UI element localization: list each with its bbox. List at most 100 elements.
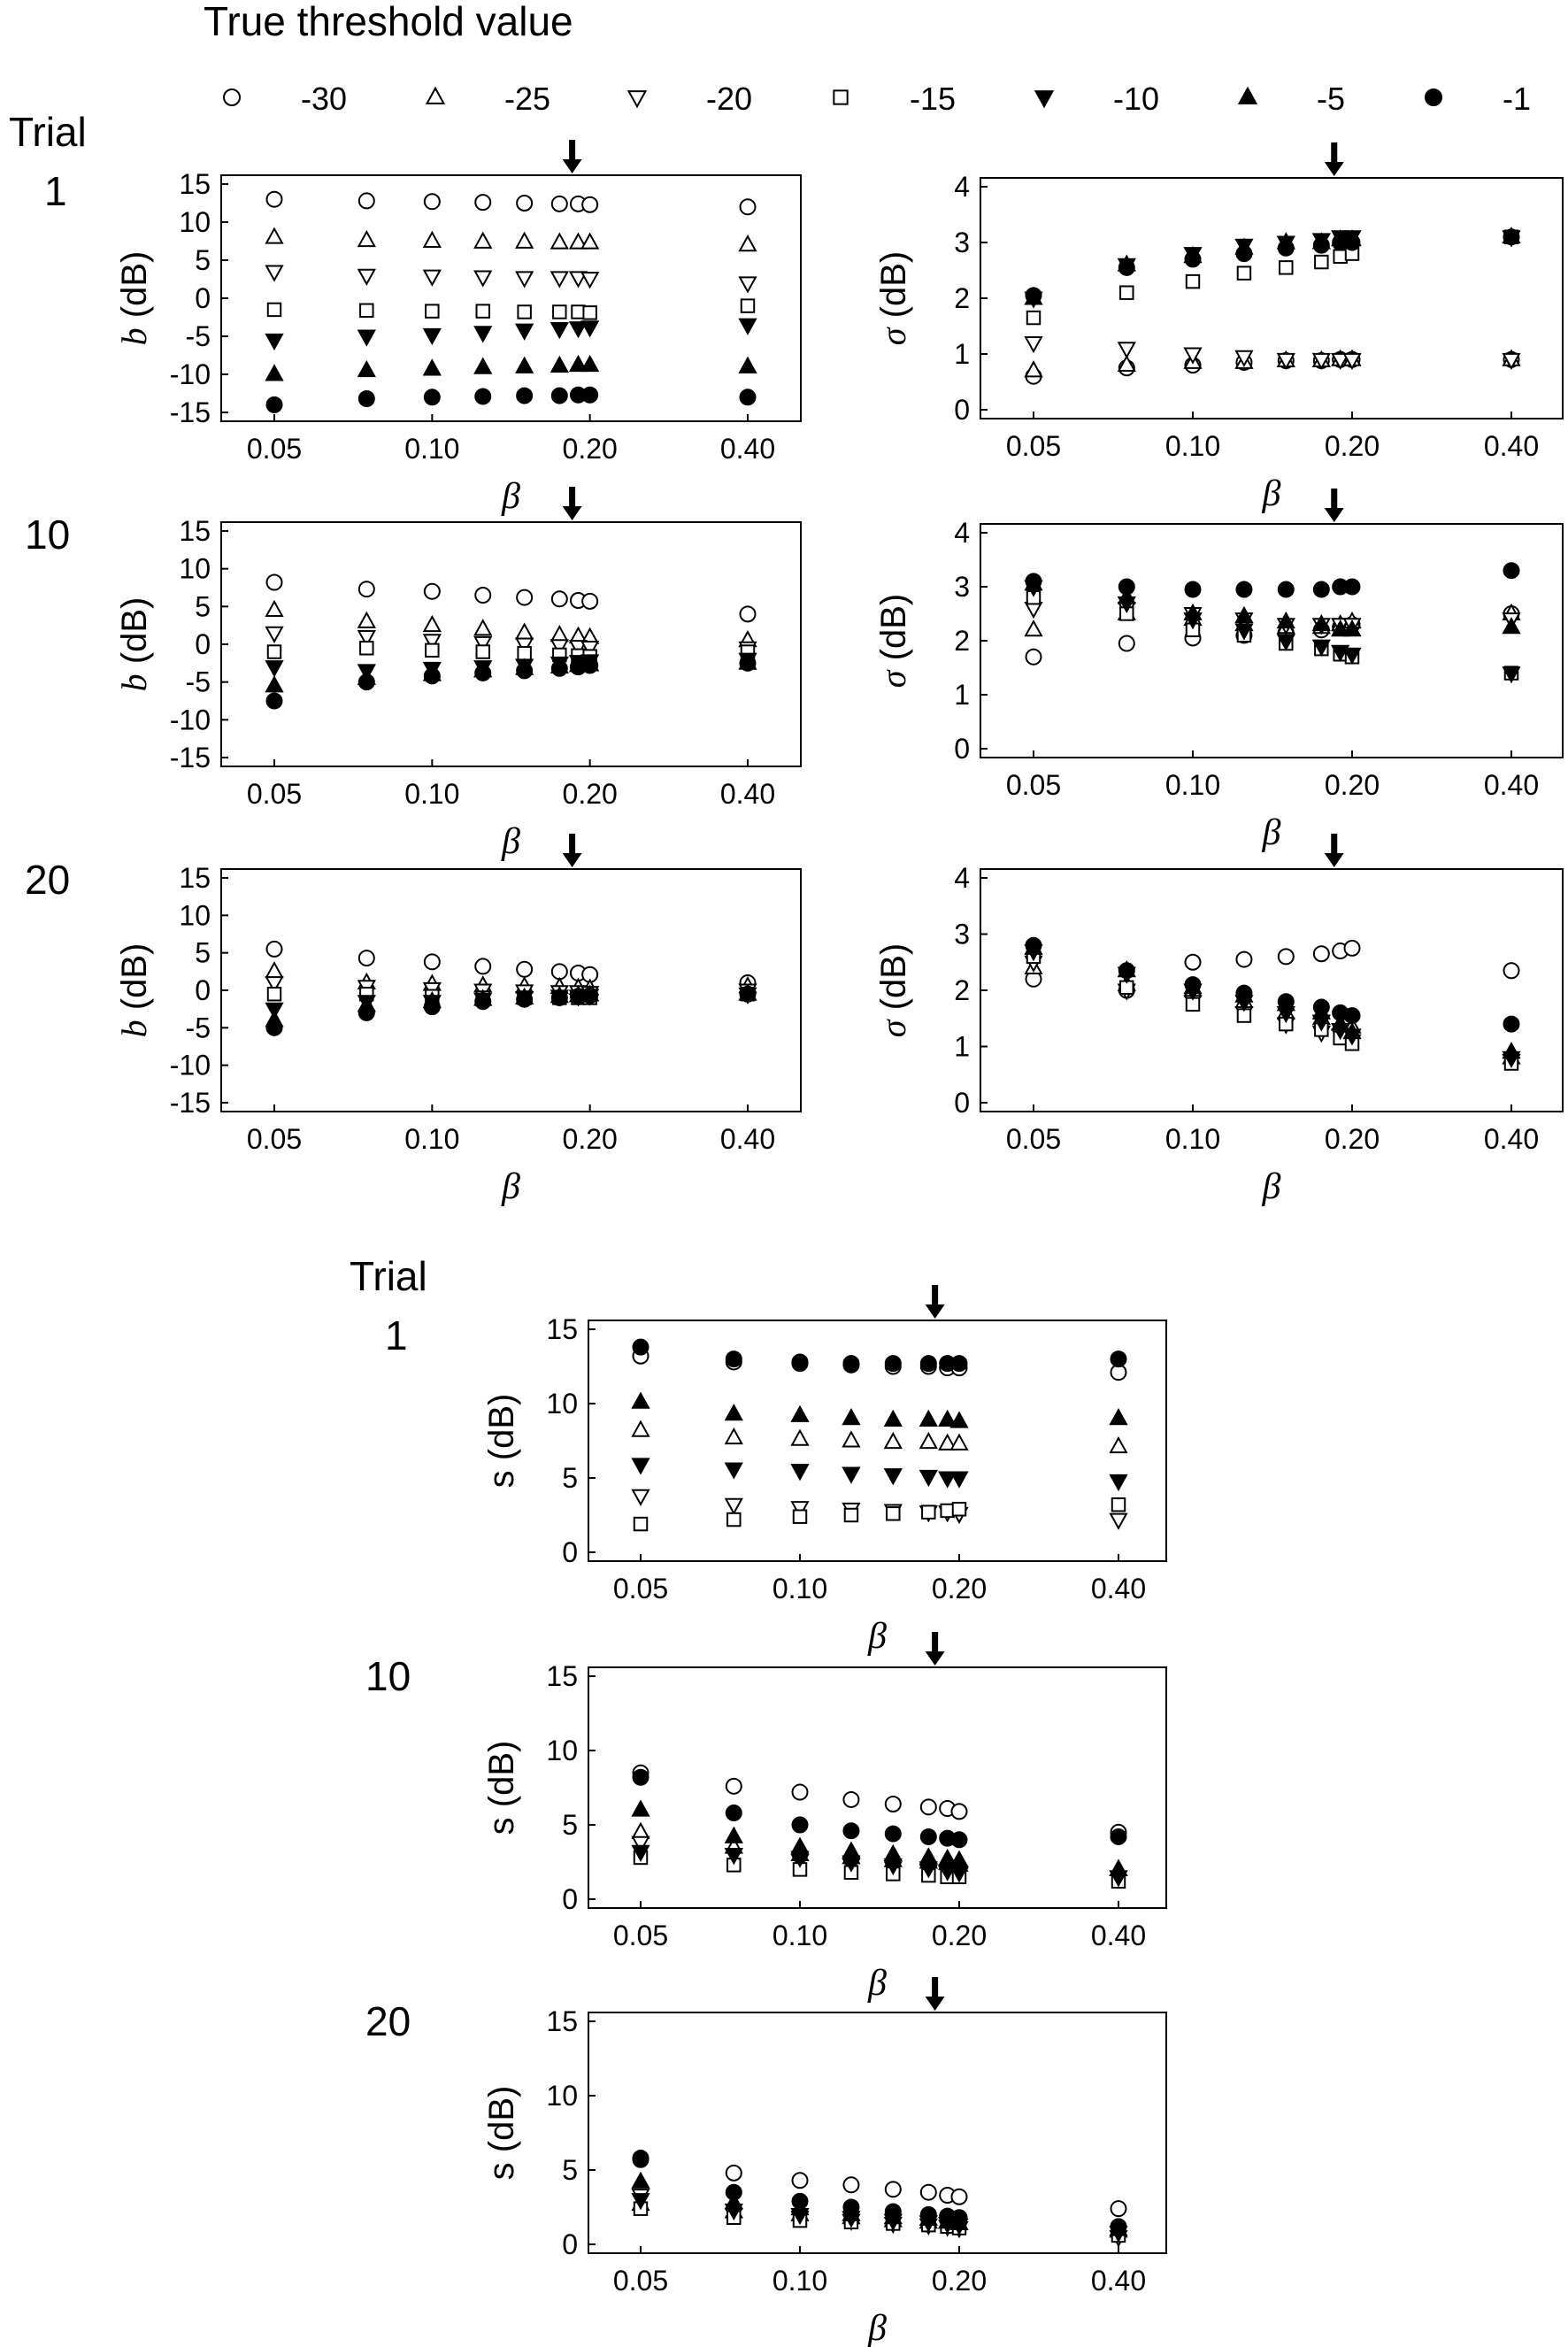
data-point bbox=[1234, 623, 1254, 641]
data-point bbox=[884, 1355, 902, 1373]
data-point bbox=[791, 2192, 809, 2210]
panel-sigma-trial-10: 4 3 2 1 0 0.05 0.10 0.20 0.40 β σ (dB) bbox=[873, 489, 1564, 853]
data-point bbox=[1235, 950, 1253, 968]
series--5 bbox=[631, 1391, 1128, 1428]
data-point bbox=[550, 963, 568, 981]
data-point bbox=[631, 2193, 650, 2211]
data-point bbox=[265, 190, 283, 208]
series--25 bbox=[265, 227, 757, 252]
data-point bbox=[550, 195, 568, 212]
data-point bbox=[423, 998, 441, 1016]
data-point bbox=[265, 599, 284, 618]
data-point bbox=[1236, 265, 1252, 281]
y-tick-label: 1 bbox=[954, 679, 970, 711]
data-point bbox=[1343, 578, 1361, 596]
series--20 bbox=[1024, 335, 1521, 371]
y-tick-label: -10 bbox=[170, 704, 211, 735]
series--25 bbox=[631, 1420, 1128, 1454]
y-tick-label: 4 bbox=[954, 862, 970, 894]
y-tick-label: 5 bbox=[562, 2154, 578, 2186]
y-tick-label: 10 bbox=[179, 206, 211, 238]
data-point bbox=[884, 1825, 902, 1843]
y-tick-label: 4 bbox=[954, 517, 970, 549]
data-point bbox=[517, 304, 532, 319]
data-point bbox=[631, 1844, 650, 1862]
data-point bbox=[842, 1430, 861, 1448]
y-tick-label: 1 bbox=[954, 1031, 970, 1063]
data-point bbox=[1312, 236, 1330, 254]
x-tick-label: 0.10 bbox=[772, 2265, 827, 2297]
data-point bbox=[516, 990, 534, 1008]
series--10 bbox=[265, 318, 757, 351]
data-point bbox=[1342, 647, 1362, 666]
y-tick-label: -5 bbox=[186, 1012, 211, 1043]
data-point bbox=[422, 358, 442, 376]
data-point bbox=[357, 229, 376, 248]
data-point bbox=[1183, 347, 1203, 365]
y-tick-label: 3 bbox=[954, 571, 970, 603]
data-point bbox=[423, 193, 441, 211]
data-point bbox=[842, 2176, 860, 2194]
data-point bbox=[516, 589, 534, 606]
beta-arrow-icon bbox=[1324, 834, 1344, 867]
data-point bbox=[1024, 335, 1043, 354]
data-point bbox=[1277, 993, 1295, 1011]
data-point bbox=[1277, 239, 1295, 257]
data-point bbox=[474, 664, 492, 681]
data-point bbox=[739, 985, 757, 1003]
y-tick-label: 0 bbox=[195, 628, 211, 660]
data-point bbox=[949, 1433, 969, 1451]
x-tick-label: 0.20 bbox=[1325, 769, 1380, 801]
x-tick-label: 0.05 bbox=[247, 433, 302, 465]
panel-sigma-trial-20: 4 3 2 1 0 0.05 0.10 0.20 0.40 β σ (dB) bbox=[873, 834, 1564, 1207]
data-point bbox=[738, 356, 757, 373]
data-point bbox=[791, 1816, 809, 1834]
data-point bbox=[738, 318, 757, 335]
data-point bbox=[568, 232, 588, 250]
plot-frame bbox=[588, 1320, 1167, 1562]
data-point bbox=[357, 630, 376, 648]
y-tick-label: 1 bbox=[954, 338, 970, 370]
data-point bbox=[1184, 581, 1202, 598]
legend-marker-triangle-up-filled bbox=[1237, 86, 1258, 104]
x-axis-label: β bbox=[1262, 473, 1281, 514]
data-point bbox=[790, 1464, 810, 1481]
data-point bbox=[422, 269, 442, 287]
data-point bbox=[568, 321, 588, 339]
y-axis-label: b (dB) bbox=[114, 597, 154, 692]
data-point bbox=[1110, 1828, 1127, 1845]
data-point bbox=[790, 1428, 810, 1446]
y-tick-label: 2 bbox=[954, 282, 970, 314]
data-point bbox=[1110, 2200, 1127, 2218]
x-tick-label: 0.20 bbox=[932, 1920, 987, 1951]
data-point bbox=[949, 1411, 969, 1428]
data-point bbox=[516, 195, 534, 212]
data-point bbox=[1183, 603, 1203, 620]
data-point bbox=[1109, 1474, 1128, 1492]
panel-s-trial-20: 15 10 5 0 0.05 0.10 0.20 0.40 β s (dB) bbox=[482, 1977, 1167, 2347]
plot-frame bbox=[980, 177, 1564, 419]
y-tick-label: -5 bbox=[186, 320, 211, 352]
y-tick-label: 0 bbox=[954, 1087, 970, 1119]
data-point bbox=[791, 1783, 809, 1801]
data-point bbox=[357, 359, 376, 378]
panel-s-trial-10: 15 10 5 0 0.05 0.10 0.20 0.40 β s (dB) bbox=[482, 1632, 1167, 2004]
data-point bbox=[473, 635, 493, 654]
data-point bbox=[474, 958, 492, 975]
data-point bbox=[1343, 234, 1361, 251]
x-tick-label: 0.40 bbox=[1091, 1573, 1146, 1604]
data-point bbox=[550, 989, 568, 1006]
data-point bbox=[1118, 578, 1135, 596]
y-tick-label: 4 bbox=[954, 171, 970, 203]
data-point bbox=[1277, 948, 1295, 966]
data-point bbox=[422, 230, 442, 248]
data-point bbox=[842, 2198, 860, 2216]
row-label-bottom-1: 1 bbox=[385, 1312, 408, 1358]
data-point bbox=[724, 1497, 743, 1515]
data-point bbox=[631, 1489, 650, 1506]
data-point bbox=[581, 196, 599, 213]
data-point bbox=[938, 1409, 957, 1427]
data-point bbox=[1502, 1042, 1521, 1059]
data-point bbox=[550, 590, 568, 608]
x-tick-label: 0.40 bbox=[720, 1123, 775, 1155]
